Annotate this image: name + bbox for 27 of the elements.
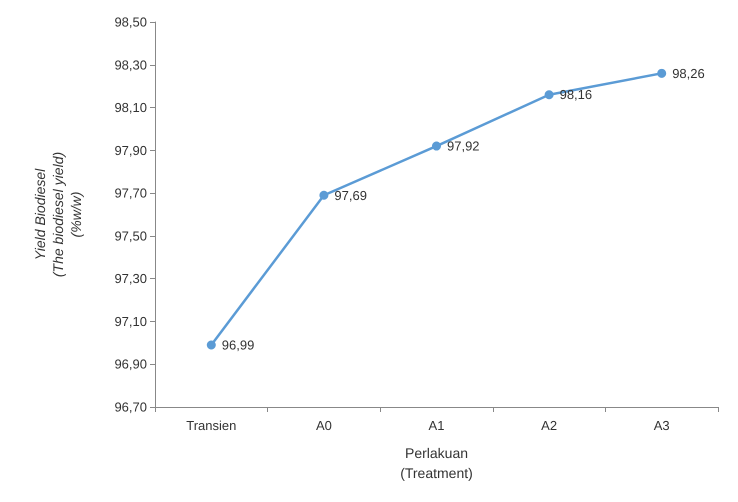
y-axis-title: Yield Biodiesel (The biodiesel yield) (%w/w) xyxy=(32,152,84,278)
x-axis-title: Perlakuan (Treatment) xyxy=(400,445,473,481)
y-tick-label: 97,10 xyxy=(114,314,147,329)
x-tick-label: Transien xyxy=(186,418,236,433)
point xyxy=(319,190,328,200)
y-tick-label: 97,30 xyxy=(114,271,147,286)
data-label: 97,69 xyxy=(334,188,367,203)
y-tick-label: 98,50 xyxy=(114,14,147,30)
y-tick-label: 98,10 xyxy=(114,100,147,116)
y-tick-label: 97,50 xyxy=(114,228,147,244)
x-tick-label: A2 xyxy=(541,418,558,433)
y-tick-label: 96,70 xyxy=(114,400,147,414)
y-tick-label: 98,30 xyxy=(114,57,147,72)
y-tick-label: 97,90 xyxy=(114,142,147,158)
y-tick-label: 97,70 xyxy=(114,186,147,201)
data-label: 96,99 xyxy=(222,337,254,352)
y-tick-label: 96,90 xyxy=(114,356,147,372)
x-tick-label: A3 xyxy=(654,418,670,433)
point xyxy=(544,90,554,100)
data-label: 98,26 xyxy=(672,66,705,81)
data-label: 98,16 xyxy=(560,87,592,102)
point xyxy=(206,340,216,350)
point xyxy=(657,68,666,78)
point xyxy=(432,142,441,151)
data-label: 97,92 xyxy=(447,138,480,154)
x-tick-label: A0 xyxy=(316,418,332,433)
x-tick-label: A1 xyxy=(428,418,444,433)
